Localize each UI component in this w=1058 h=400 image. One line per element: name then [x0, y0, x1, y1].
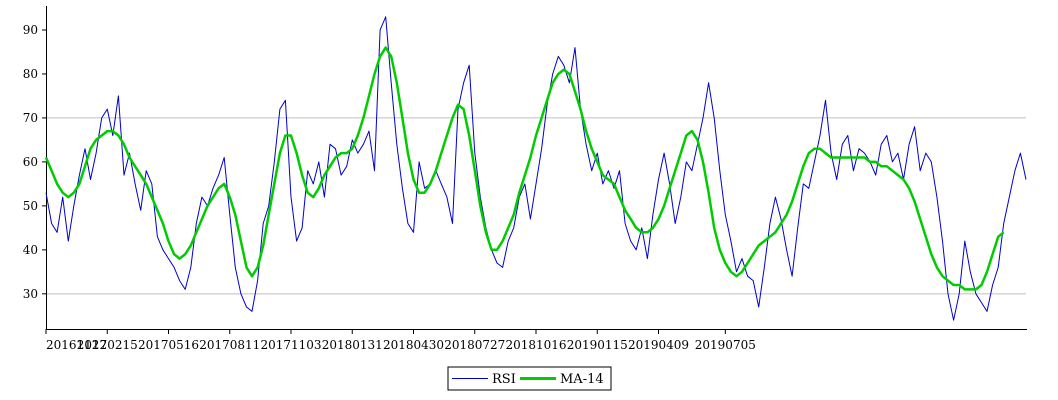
x-tick-label: 20170215 [77, 338, 138, 352]
x-tick-label: 20161122 [46, 338, 107, 352]
x-tick-label: 20170811 [199, 338, 260, 352]
x-tick-label: 20180727 [444, 338, 505, 352]
y-tick-label: 70 [23, 111, 38, 125]
series-line-ma14 [44, 46, 1005, 291]
y-tick-label: 30 [23, 287, 38, 301]
plot-area [44, 16, 1027, 321]
y-tick-label: 60 [23, 155, 38, 169]
x-tick-label: 20171103 [260, 338, 321, 352]
y-tick-label: 90 [23, 23, 38, 37]
y-tick-label: 80 [23, 67, 38, 81]
x-tick-label: 20180131 [322, 338, 383, 352]
x-tick-label: 20181016 [505, 338, 566, 352]
x-tick-label: 20190409 [628, 338, 689, 352]
legend-label-rsi: RSI [492, 372, 516, 387]
legend-label-ma14: MA-14 [560, 372, 604, 387]
y-axis-ticks: 30 40 50 60 70 80 90 [23, 23, 46, 301]
grid-lines [46, 117, 1026, 295]
series-line-rsi [45, 16, 1027, 321]
legend: RSI MA-14 [447, 366, 612, 391]
x-tick-label: 20190705 [695, 338, 756, 352]
y-tick-label: 50 [23, 199, 38, 213]
y-tick-label: 40 [23, 243, 38, 257]
x-tick-label: 20170516 [138, 338, 199, 352]
axes [46, 6, 1027, 330]
x-tick-label: 20190115 [567, 338, 628, 352]
x-tick-label: 20180430 [383, 338, 444, 352]
